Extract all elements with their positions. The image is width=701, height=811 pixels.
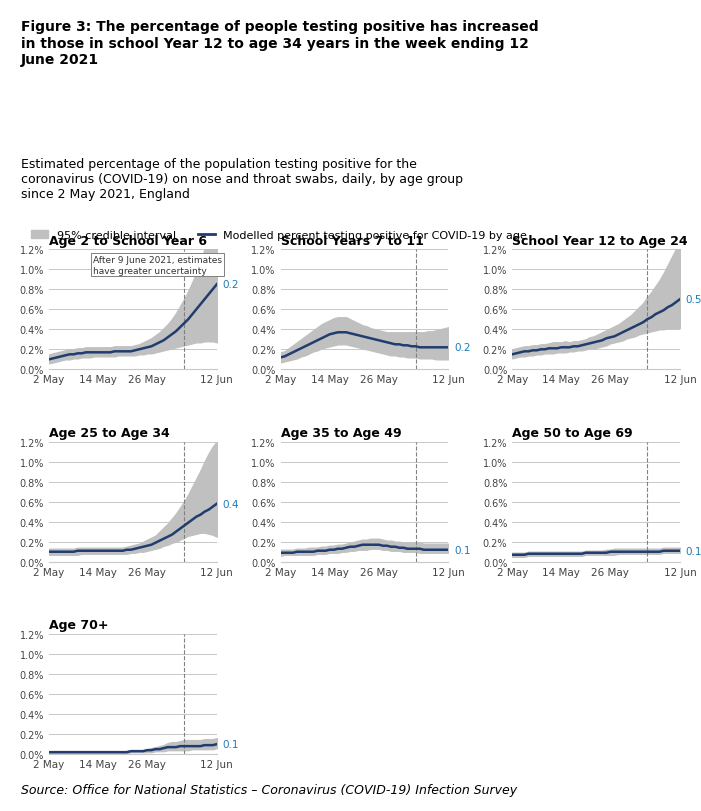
Text: Estimated percentage of the population testing positive for the
coronavirus (COV: Estimated percentage of the population t… <box>21 158 463 201</box>
Text: 0.1: 0.1 <box>454 545 470 555</box>
Text: School Years 7 to 11: School Years 7 to 11 <box>280 234 423 247</box>
Text: Age 50 to Age 69: Age 50 to Age 69 <box>512 427 633 440</box>
Text: 0.5: 0.5 <box>686 295 701 305</box>
Text: 0.2: 0.2 <box>222 280 239 290</box>
Text: Age 35 to Age 49: Age 35 to Age 49 <box>280 427 401 440</box>
Text: Source: Office for National Statistics – Coronavirus (COVID-19) Infection Survey: Source: Office for National Statistics –… <box>21 783 517 796</box>
Text: 0.4: 0.4 <box>222 499 239 509</box>
Text: School Year 12 to Age 24: School Year 12 to Age 24 <box>512 234 688 247</box>
Text: After 9 June 2021, estimates
have greater uncertainty: After 9 June 2021, estimates have greate… <box>93 255 222 275</box>
Text: 0.2: 0.2 <box>454 343 470 353</box>
Text: Figure 3: The percentage of people testing positive has increased
in those in sc: Figure 3: The percentage of people testi… <box>21 20 538 67</box>
Text: 0.1: 0.1 <box>222 740 239 749</box>
Legend: 95% credible interval, Modelled percent testing positive for COVID-19 by age: 95% credible interval, Modelled percent … <box>27 226 532 245</box>
Text: Age 25 to Age 34: Age 25 to Age 34 <box>49 427 170 440</box>
Text: 0.1: 0.1 <box>686 546 701 556</box>
Text: Age 70+: Age 70+ <box>49 619 109 632</box>
Text: Age 2 to School Year 6: Age 2 to School Year 6 <box>49 234 207 247</box>
